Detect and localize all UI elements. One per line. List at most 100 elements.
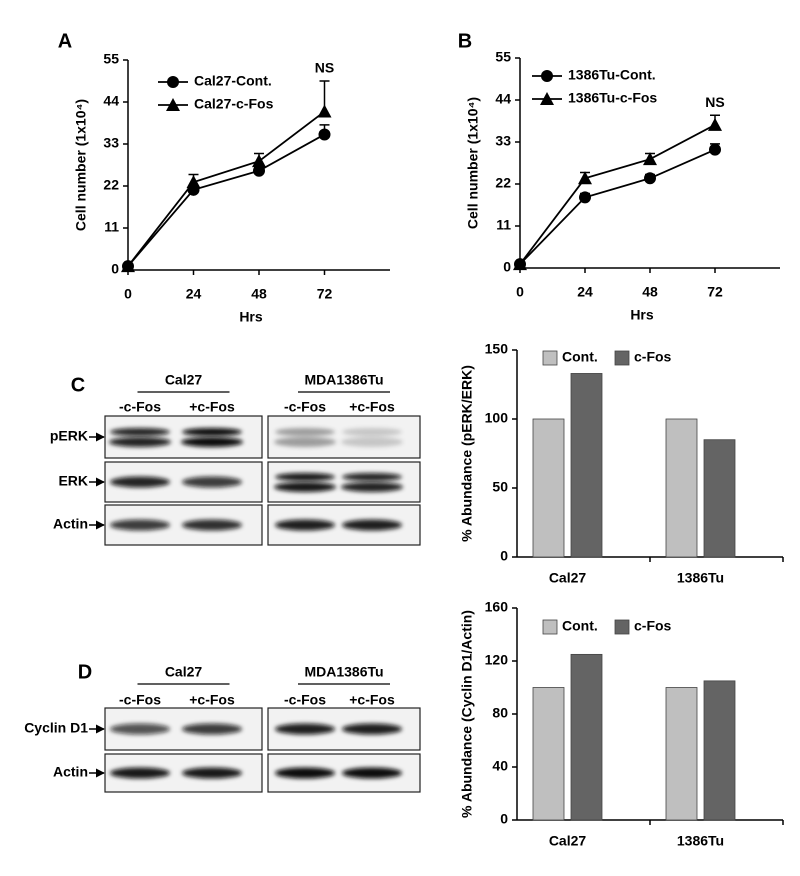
lane-label: +c-Fos — [189, 399, 235, 415]
blot-band — [275, 473, 335, 481]
blot-band — [342, 428, 402, 436]
blot-row-label: ERK — [58, 473, 88, 489]
marker — [318, 128, 331, 141]
marker — [252, 154, 266, 168]
blot-band — [275, 767, 335, 779]
legend-swatch — [614, 350, 630, 366]
x-tick-label: 1386Tu — [677, 570, 724, 586]
series-line — [127, 110, 326, 267]
lane-label: -c-Fos — [284, 399, 326, 415]
legend-marker — [540, 92, 554, 105]
bar — [703, 680, 736, 821]
blot-group-label: MDA1386Tu — [304, 664, 383, 680]
y-axis-label: Cell number (1x10⁴) — [465, 97, 481, 229]
marker — [708, 117, 722, 131]
lane-label: +c-Fos — [189, 692, 235, 708]
legend-swatch — [614, 619, 630, 635]
blot-band — [275, 428, 335, 436]
lane-label: -c-Fos — [119, 692, 161, 708]
x-axis-label: Hrs — [239, 309, 263, 325]
y-tick-label: 44 — [495, 91, 511, 107]
x-tick-label: 72 — [317, 286, 333, 302]
blot-band — [274, 482, 336, 492]
bar — [532, 687, 565, 821]
lane-label: -c-Fos — [119, 399, 161, 415]
panel-letter: C — [71, 374, 85, 396]
legend-label: c-Fos — [634, 349, 672, 365]
blot-row-label: Cyclin D1 — [24, 720, 88, 736]
legend-marker — [166, 98, 180, 111]
y-tick-label: 11 — [104, 219, 119, 235]
y-axis-label: % Abundance (Cyclin D1/Actin) — [459, 610, 475, 818]
legend-marker — [541, 70, 553, 82]
x-tick-label: 48 — [251, 286, 267, 302]
y-tick-label: 55 — [495, 49, 511, 65]
marker — [578, 171, 592, 185]
y-tick-label: 11 — [496, 217, 511, 233]
x-tick-label: 0 — [124, 286, 132, 302]
x-tick-label: 1386Tu — [677, 833, 724, 849]
y-tick-label: 0 — [500, 811, 508, 827]
blot-band — [342, 767, 402, 779]
blot-row-label: Actin — [53, 516, 88, 532]
annotation: NS — [315, 60, 334, 76]
y-tick-label: 160 — [485, 599, 509, 615]
blot-band — [342, 723, 402, 735]
y-tick-label: 22 — [103, 177, 119, 193]
blot-frame — [267, 415, 421, 459]
blot-band — [182, 428, 242, 436]
legend-label: 1386Tu-c-Fos — [568, 90, 657, 106]
x-tick-label: 0 — [516, 284, 524, 300]
marker — [513, 257, 527, 271]
series-line — [127, 133, 325, 267]
blot-band — [275, 519, 335, 531]
bar — [570, 653, 603, 821]
y-tick-label: 100 — [485, 410, 509, 426]
x-tick-label: Cal27 — [549, 570, 587, 586]
legend-marker — [167, 76, 179, 88]
marker — [253, 164, 265, 177]
lane-label: -c-Fos — [284, 692, 326, 708]
x-tick-label: 24 — [186, 286, 202, 302]
panel-letter: B — [458, 30, 472, 52]
blot-band — [110, 519, 170, 531]
series-line — [519, 148, 716, 265]
y-tick-label: 40 — [492, 758, 508, 774]
blot-band — [110, 767, 170, 779]
blot-frame — [267, 461, 421, 503]
blot-row-label: Actin — [53, 764, 88, 780]
y-tick-label: 0 — [500, 548, 508, 564]
y-tick-label: 55 — [103, 51, 119, 67]
y-tick-label: 33 — [495, 133, 511, 149]
series-line — [519, 124, 716, 265]
lane-label: +c-Fos — [349, 692, 395, 708]
x-tick-label: 48 — [642, 284, 658, 300]
blot-band — [342, 473, 402, 481]
blot-band — [181, 437, 243, 447]
y-tick-label: 50 — [492, 479, 508, 495]
y-tick-label: 150 — [485, 341, 509, 357]
x-tick-label: Cal27 — [549, 833, 587, 849]
y-tick-label: 22 — [495, 175, 511, 191]
blot-row-label: pERK — [50, 428, 88, 444]
y-tick-label: 0 — [111, 261, 119, 277]
blot-band — [182, 767, 242, 779]
y-tick-label: 0 — [503, 259, 511, 275]
blot-band — [110, 723, 170, 735]
blot-band — [274, 437, 336, 447]
marker — [186, 175, 201, 189]
bar — [703, 439, 736, 558]
y-tick-label: 80 — [492, 705, 508, 721]
blot-group-label: MDA1386Tu — [304, 372, 383, 388]
blot-group-label: Cal27 — [165, 664, 203, 680]
legend-label: Cal27-c-Fos — [194, 96, 274, 112]
legend-label: Cont. — [562, 618, 598, 634]
blot-band — [275, 723, 335, 735]
y-tick-label: 44 — [103, 93, 119, 109]
y-axis-label: Cell number (1x10⁴) — [73, 99, 89, 231]
legend-label: c-Fos — [634, 618, 672, 634]
lane-label: +c-Fos — [349, 399, 395, 415]
blot-band — [182, 476, 242, 488]
